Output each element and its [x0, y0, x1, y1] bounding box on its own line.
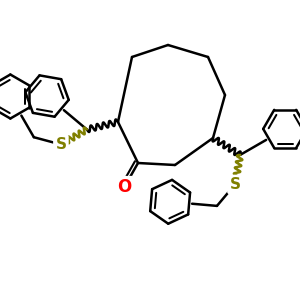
Text: S: S	[230, 177, 241, 192]
Text: S: S	[56, 137, 66, 152]
Text: O: O	[117, 178, 131, 196]
